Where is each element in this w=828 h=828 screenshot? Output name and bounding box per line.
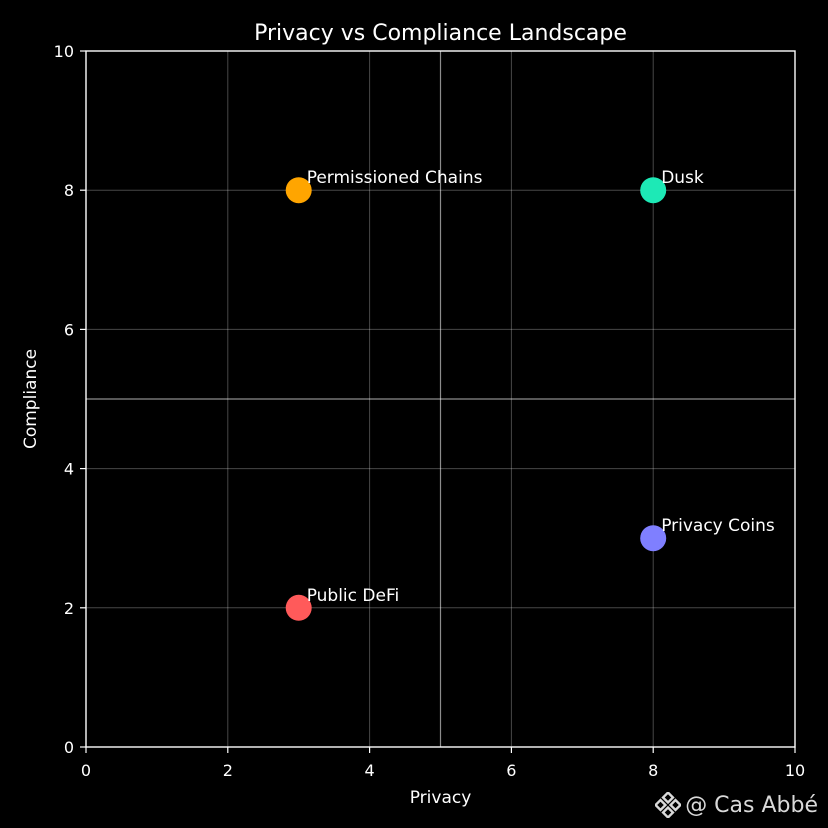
y-axis-label: Compliance [21, 349, 41, 449]
y-tick-label: 8 [64, 181, 74, 200]
x-tick-label: 8 [648, 761, 658, 780]
x-tick-label: 6 [506, 761, 516, 780]
data-point [285, 594, 312, 621]
y-tick-label: 4 [64, 460, 74, 479]
x-tick-label: 4 [365, 761, 375, 780]
reference-lines [86, 51, 795, 747]
y-tick-label: 0 [64, 738, 74, 757]
watermark-text: @ Cas Abbé [685, 792, 818, 818]
plot-frame [85, 50, 796, 748]
watermark: @ Cas Abbé [655, 792, 818, 818]
x-tick-label: 0 [81, 761, 91, 780]
data-point-label: Public DeFi [307, 586, 400, 606]
binance-logo-icon [655, 792, 682, 818]
axis-ticks: 0 2 4 6 8 10 0 2 4 6 8 10 [54, 42, 806, 780]
data-point [640, 177, 667, 204]
y-tick-label: 10 [54, 42, 74, 61]
x-tick-label: 2 [223, 761, 233, 780]
data-point [640, 525, 667, 552]
data-point [285, 177, 312, 204]
y-tick-label: 2 [64, 599, 74, 618]
data-points: Permissioned Chains Dusk Privacy Coins Publ… [285, 168, 775, 621]
data-point-label: Permissioned Chains [307, 168, 483, 188]
data-point-label: Privacy Coins [661, 516, 775, 536]
data-point-label: Dusk [661, 168, 704, 188]
chart-title: Privacy vs Compliance Landscape [254, 21, 627, 46]
x-tick-label: 10 [785, 761, 805, 780]
y-tick-label: 6 [64, 320, 74, 339]
x-axis-label: Privacy [410, 788, 472, 808]
